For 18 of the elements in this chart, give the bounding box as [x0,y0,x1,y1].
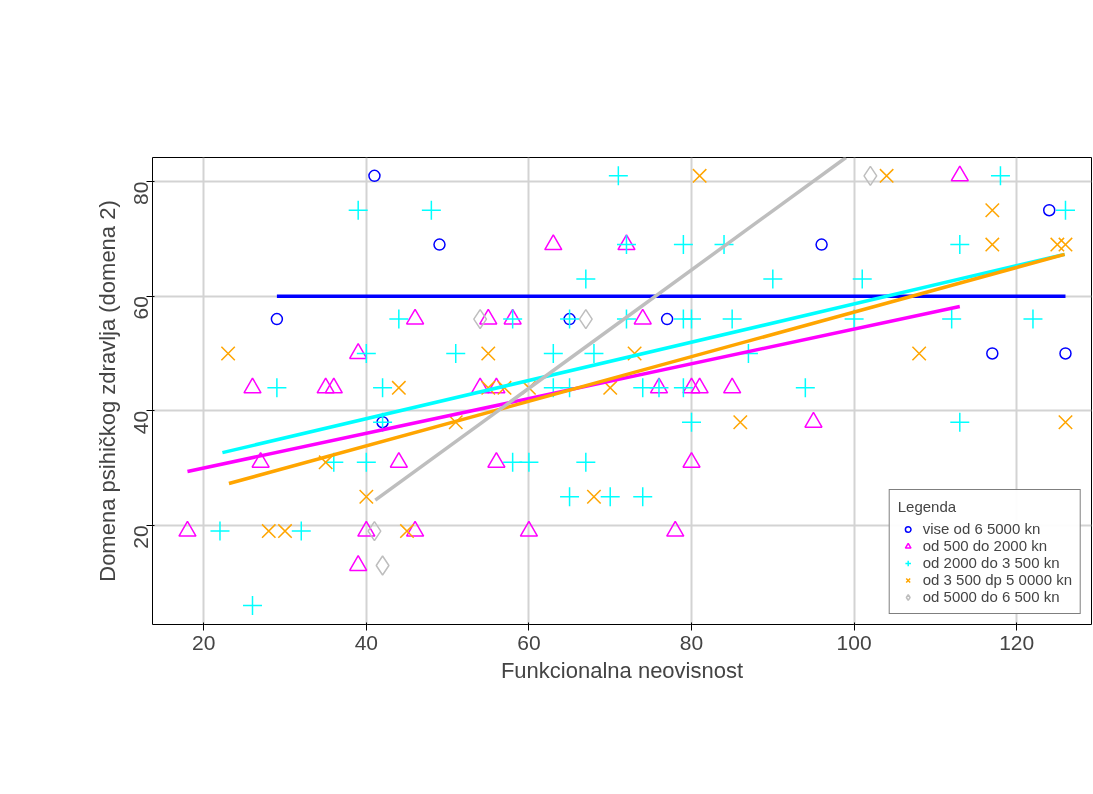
x-tick-label: 120 [999,630,1035,654]
legend-label: od 3 500 dp 5 0000 kn [922,571,1072,588]
y-axis-title: Domena psihičkog zdravlja (domena 2) [94,200,120,582]
legend-label: od 2000 do 3 500 kn [922,554,1060,571]
x-tick-label: 60 [517,630,541,654]
x-tick-label: 80 [679,630,704,654]
legend-label: vise od 6 5000 kn [922,520,1041,537]
y-tick-label: 60 [129,296,153,320]
x-tick-label: 20 [192,630,216,654]
y-tick-label: 80 [129,181,153,205]
y-tick-label: 20 [129,525,153,549]
x-axis-title: Funkcionalna neovisnost [500,657,744,683]
legend-title: Legenda [897,498,958,515]
x-tick-label: 40 [354,630,378,654]
x-tick-label: 100 [836,630,872,654]
legend-label: od 5000 do 6 500 kn [922,588,1060,605]
y-tick-label: 40 [129,410,153,435]
legend-label: od 500 do 2000 kn [922,537,1047,554]
